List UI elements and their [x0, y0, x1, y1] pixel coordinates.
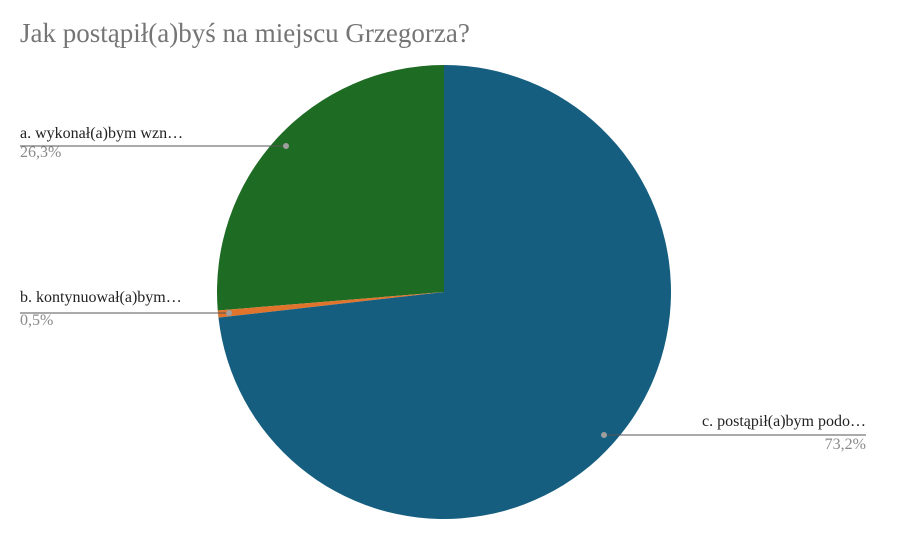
leader-dot	[226, 310, 232, 316]
slice-value-label: 73,2%	[825, 436, 866, 453]
leader-dot	[283, 143, 289, 149]
slice-label: a. wykonał(a)bym wzn…	[20, 125, 183, 142]
chart-title: Jak postąpił(a)byś na miejscu Grzegorza?	[20, 18, 470, 48]
pie-slice	[218, 65, 671, 520]
slice-label: c. postąpił(a)bym podo…	[702, 413, 866, 430]
slice-value-label: 26,3%	[20, 144, 61, 161]
pie-slice	[217, 65, 444, 311]
slice-value-label: 0,5%	[20, 312, 53, 329]
slice-label: b. kontynuował(a)bym…	[20, 289, 182, 306]
leader-dot	[601, 432, 607, 438]
pie-slice	[217, 292, 444, 318]
